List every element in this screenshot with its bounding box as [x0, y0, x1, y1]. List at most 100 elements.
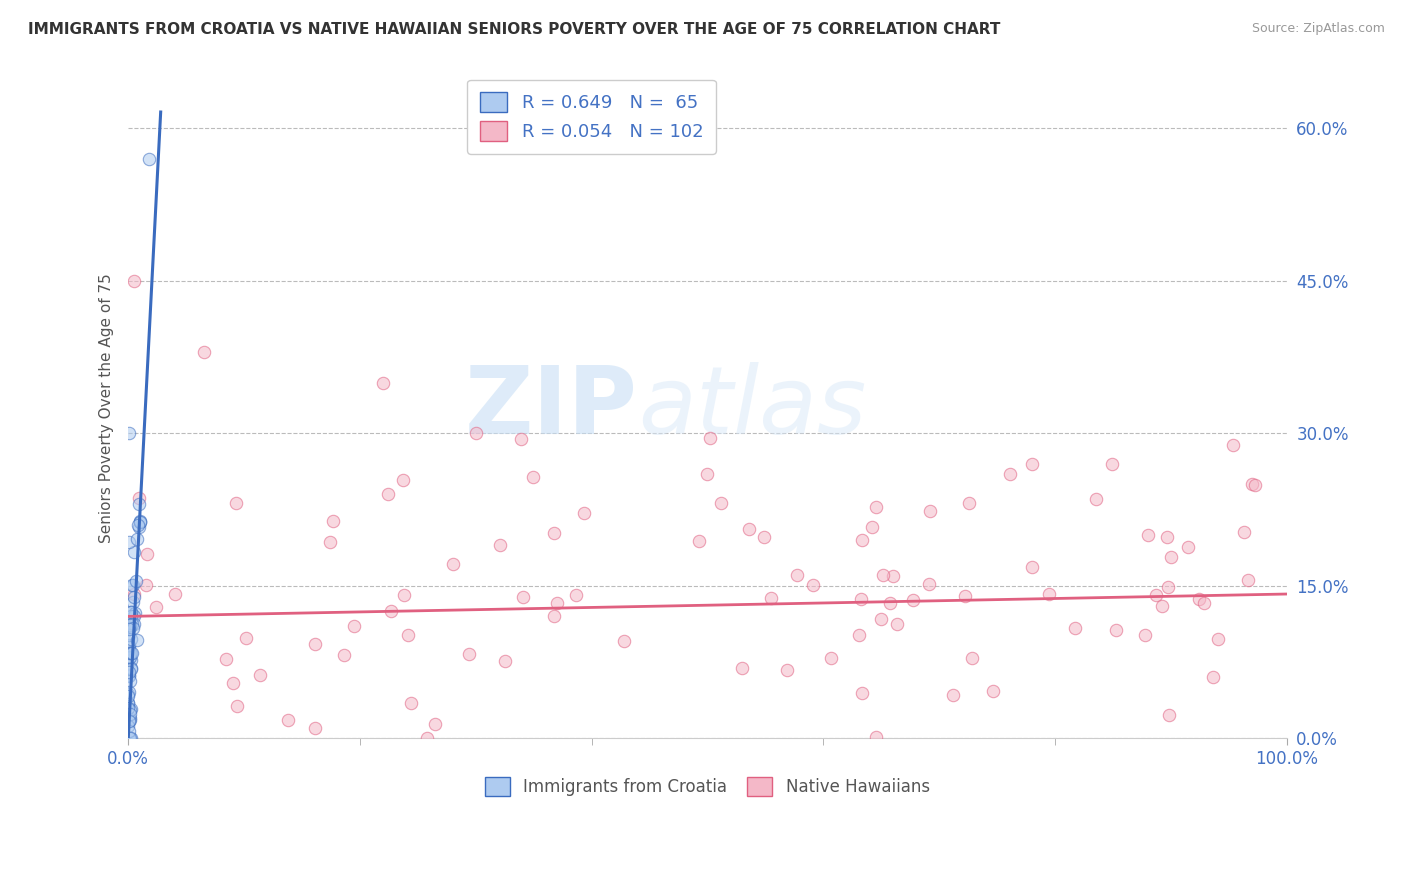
Point	[122, 621, 145, 635]
Point	[464, 426, 486, 441]
Point	[1177, 540, 1199, 554]
Point	[120, 731, 142, 746]
Point	[129, 514, 152, 528]
Point	[215, 652, 238, 666]
Point	[696, 467, 718, 481]
Point	[371, 376, 394, 390]
Point	[917, 577, 939, 591]
Point	[710, 495, 733, 509]
Point	[122, 617, 145, 632]
Point	[125, 532, 148, 546]
Point	[1144, 589, 1167, 603]
Point	[786, 567, 808, 582]
Point	[118, 711, 141, 725]
Point	[319, 535, 342, 549]
Point	[121, 646, 143, 660]
Point	[235, 631, 257, 645]
Point	[118, 534, 141, 549]
Point	[120, 632, 142, 646]
Point	[118, 714, 141, 728]
Point	[546, 596, 568, 610]
Point	[942, 688, 965, 702]
Point	[117, 696, 139, 710]
Point	[1136, 528, 1159, 542]
Point	[522, 470, 544, 484]
Point	[120, 673, 142, 688]
Point	[122, 274, 145, 288]
Text: IMMIGRANTS FROM CROATIA VS NATIVE HAWAIIAN SENIORS POVERTY OVER THE AGE OF 75 CO: IMMIGRANTS FROM CROATIA VS NATIVE HAWAII…	[28, 22, 1001, 37]
Point	[1156, 530, 1178, 544]
Point	[901, 592, 924, 607]
Point	[1084, 492, 1107, 507]
Text: atlas: atlas	[638, 362, 866, 453]
Point	[121, 661, 143, 675]
Point	[1133, 628, 1156, 642]
Point	[117, 719, 139, 733]
Point	[512, 590, 534, 604]
Point	[120, 605, 142, 619]
Point	[731, 661, 754, 675]
Point	[138, 152, 160, 166]
Point	[699, 431, 721, 445]
Point	[343, 619, 366, 633]
Point	[117, 696, 139, 710]
Point	[572, 507, 595, 521]
Point	[122, 608, 145, 623]
Point	[118, 707, 141, 722]
Point	[118, 645, 141, 659]
Point	[882, 569, 904, 583]
Point	[118, 665, 141, 680]
Point	[225, 699, 247, 714]
Point	[322, 514, 344, 528]
Point	[918, 504, 941, 518]
Point	[136, 547, 159, 561]
Point	[565, 588, 588, 602]
Point	[761, 591, 783, 606]
Point	[886, 617, 908, 632]
Point	[416, 731, 439, 745]
Point	[304, 721, 326, 735]
Point	[1000, 467, 1022, 481]
Point	[543, 525, 565, 540]
Point	[752, 530, 775, 544]
Point	[120, 605, 142, 619]
Point	[1101, 457, 1123, 471]
Point	[118, 650, 141, 665]
Point	[124, 590, 146, 604]
Point	[613, 634, 636, 648]
Point	[953, 589, 976, 603]
Point	[396, 628, 419, 642]
Point	[1233, 524, 1256, 539]
Point	[128, 497, 150, 511]
Point	[957, 496, 980, 510]
Point	[225, 496, 247, 510]
Point	[1188, 591, 1211, 606]
Point	[399, 697, 422, 711]
Point	[1021, 457, 1043, 471]
Point	[820, 650, 842, 665]
Point	[1156, 580, 1178, 594]
Point	[872, 568, 894, 582]
Point	[377, 487, 399, 501]
Point	[1021, 560, 1043, 574]
Point	[127, 632, 149, 647]
Point	[860, 520, 883, 534]
Point	[117, 724, 139, 739]
Text: Source: ZipAtlas.com: Source: ZipAtlas.com	[1251, 22, 1385, 36]
Point	[121, 578, 143, 592]
Point	[304, 637, 326, 651]
Point	[117, 689, 139, 703]
Point	[1150, 599, 1173, 613]
Point	[135, 578, 157, 592]
Point	[121, 578, 143, 592]
Point	[494, 654, 516, 668]
Point	[849, 591, 872, 606]
Point	[865, 500, 887, 515]
Y-axis label: Seniors Poverty Over the Age of 75: Seniors Poverty Over the Age of 75	[100, 273, 114, 543]
Point	[120, 608, 142, 623]
Point	[118, 703, 141, 717]
Point	[425, 717, 447, 731]
Point	[120, 620, 142, 634]
Point	[738, 522, 761, 536]
Point	[118, 713, 141, 727]
